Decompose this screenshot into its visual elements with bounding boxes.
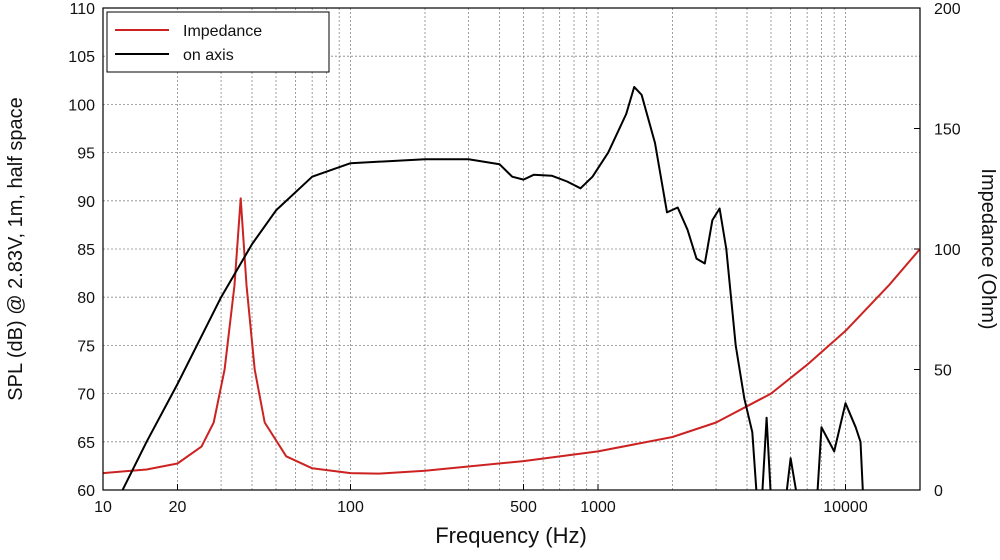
y2-tick-label: 100 bbox=[934, 242, 961, 259]
x-tick-label: 20 bbox=[169, 499, 187, 516]
x-tick-label: 100 bbox=[337, 499, 364, 516]
plot-area bbox=[103, 86, 920, 490]
y-tick-label: 110 bbox=[69, 1, 95, 18]
legend-label: Impedance bbox=[183, 23, 262, 40]
x-tick-label: 1000 bbox=[580, 499, 616, 516]
x-tick-label: 10000 bbox=[823, 499, 868, 516]
y-tick-label: 105 bbox=[68, 49, 95, 66]
y-tick-label: 95 bbox=[77, 146, 95, 163]
y-tick-label: 70 bbox=[77, 387, 95, 404]
legend-box bbox=[106, 11, 330, 73]
y-tick-label: 85 bbox=[77, 242, 95, 259]
x-tick-label: 10 bbox=[94, 499, 112, 516]
y-tick-label: 65 bbox=[77, 435, 95, 452]
y-tick-label: 75 bbox=[77, 338, 95, 355]
y2-tick-label: 200 bbox=[934, 1, 961, 18]
legend: Impedance on axis bbox=[106, 11, 330, 73]
y-tick-label: 80 bbox=[77, 290, 95, 307]
y2-tick-label: 150 bbox=[934, 122, 961, 139]
y-axis-label: SPL (dB) @ 2.83V, 1m, half space bbox=[5, 97, 27, 400]
grid bbox=[102, 7, 921, 491]
y2-axis-label: Impedance (Ohm) bbox=[977, 168, 999, 329]
series-line bbox=[121, 86, 864, 490]
y-tick-label: 60 bbox=[77, 483, 95, 500]
x-tick-label: 500 bbox=[510, 499, 537, 516]
y-tick-label: 100 bbox=[68, 97, 95, 114]
plot-frame bbox=[102, 7, 921, 491]
legend-label: on axis bbox=[183, 47, 234, 64]
y-tick-label: 90 bbox=[77, 194, 95, 211]
x-axis-label: Frequency (Hz) bbox=[435, 523, 587, 548]
y2-tick-label: 50 bbox=[934, 363, 952, 380]
y2-tick-label: 0 bbox=[934, 483, 943, 500]
series-line bbox=[103, 197, 920, 475]
